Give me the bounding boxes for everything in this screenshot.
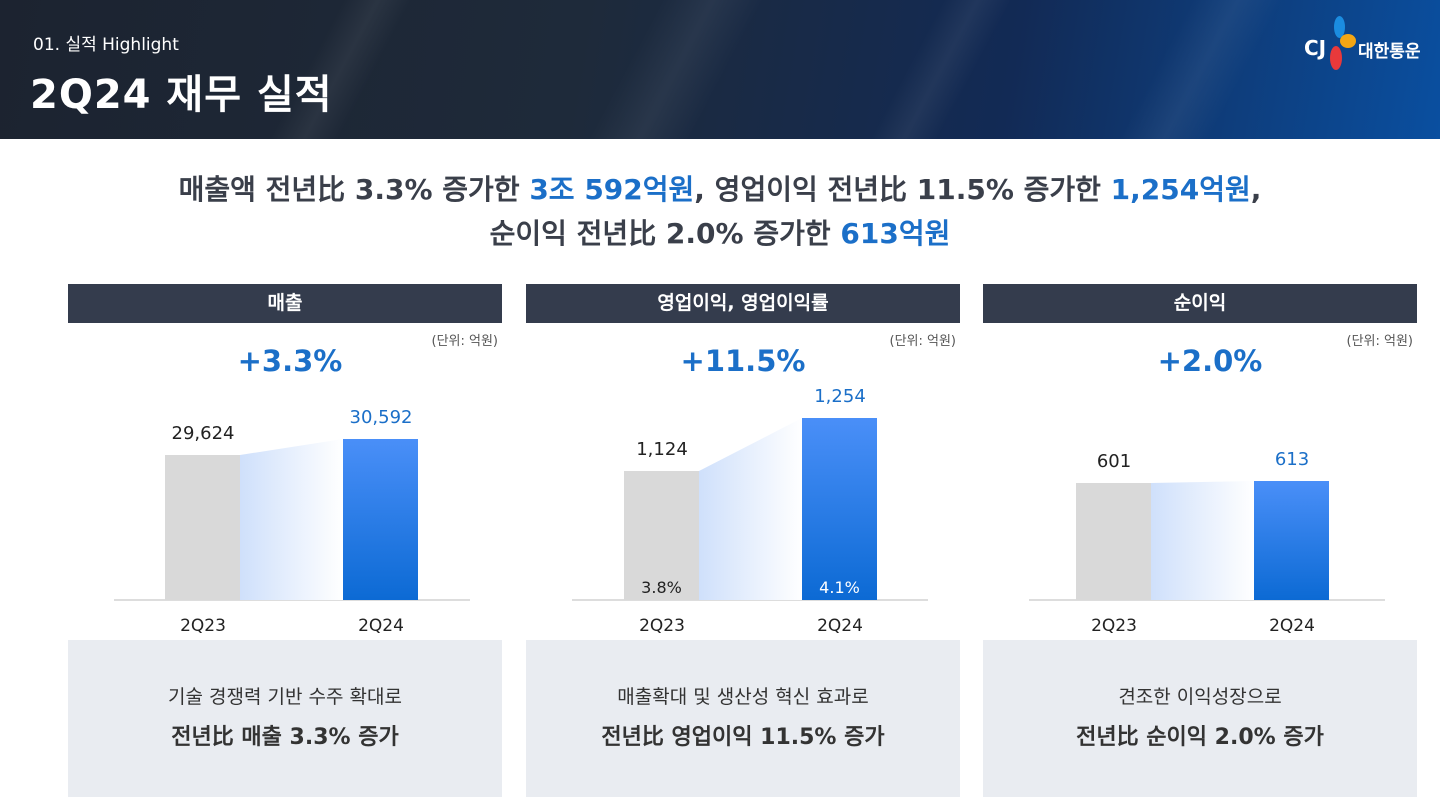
value-label: 601 [1096, 451, 1132, 472]
axis-line [114, 599, 470, 601]
bar-2Q23 [624, 471, 699, 600]
cj-logo: CJ 대한통운 [1296, 16, 1436, 72]
panel-title: 순이익 [983, 284, 1417, 323]
bar-2Q23 [1076, 483, 1151, 600]
margin-label: 3.8% [641, 578, 682, 597]
value-label: 1,124 [636, 439, 688, 460]
summary-segment: 매출액 전년比 3.3% 증가한 [178, 173, 530, 206]
summary-segment: 3조 592억원 [529, 173, 695, 206]
summary-line-2: 순이익 전년比 2.0% 증가한 613억원 [0, 212, 1440, 256]
summary-segment: 순이익 전년比 2.0% 증가한 [489, 217, 841, 250]
category-label: 2Q23 [1091, 616, 1137, 636]
growth-connector [699, 418, 802, 600]
growth-rate: +3.3% [237, 344, 343, 378]
panel-1: 영업이익, 영업이익률 (단위: 억원) +11.5% 1,124 2Q23 3.… [526, 284, 960, 797]
category-label: 2Q24 [1269, 616, 1315, 636]
section-label: 01. 실적 Highlight [33, 35, 179, 55]
value-label: 30,592 [349, 407, 413, 428]
growth-connector [240, 439, 343, 600]
axis-line [1029, 599, 1385, 601]
value-label: 613 [1274, 449, 1310, 470]
axis-line [572, 599, 928, 601]
panel-title: 매출 [68, 284, 502, 323]
value-label: 29,624 [171, 423, 235, 444]
panel-0: 매출 (단위: 억원) +3.3% 29,624 2Q23 30,592 2Q2… [68, 284, 502, 797]
growth-rate: +11.5% [680, 344, 806, 378]
margin-label: 4.1% [819, 578, 860, 597]
description-line-1: 견조한 이익성장으로 [1118, 686, 1282, 708]
summary-segment: , [1250, 173, 1262, 206]
summary-headline: 매출액 전년比 3.3% 증가한 3조 592억원, 영업이익 전년比 11.5… [0, 168, 1440, 256]
description-line-1: 기술 경쟁력 기반 수주 확대로 [168, 686, 402, 708]
logo-text: 대한통운 [1358, 42, 1421, 62]
summary-segment: 613억원 [840, 217, 951, 250]
unit-label: (단위: 억원) [1346, 334, 1414, 349]
panel-title: 영업이익, 영업이익률 [526, 284, 960, 323]
bar-2Q23 [165, 455, 240, 600]
category-label: 2Q23 [639, 616, 685, 636]
summary-line-1: 매출액 전년比 3.3% 증가한 3조 592억원, 영업이익 전년比 11.5… [0, 168, 1440, 212]
category-label: 2Q24 [358, 616, 404, 636]
category-label: 2Q23 [180, 616, 226, 636]
bar-2Q24 [802, 418, 877, 600]
category-label: 2Q24 [817, 616, 863, 636]
unit-label: (단위: 억원) [431, 334, 499, 349]
bar-2Q24 [343, 439, 418, 600]
description-line-2: 전년比 순이익 2.0% 증가 [1076, 725, 1324, 750]
header-banner: 01. 실적 Highlight 2Q24 재무 실적 CJ 대한통운 [0, 0, 1440, 139]
description-line-1: 매출확대 및 생산성 혁신 효과로 [617, 686, 869, 708]
panel-2: 순이익 (단위: 억원) +2.0% 601 2Q23 613 2Q24 견조한 … [983, 284, 1417, 797]
page-title: 2Q24 재무 실적 [30, 72, 333, 118]
growth-connector [1151, 481, 1254, 600]
bar-2Q24 [1254, 481, 1329, 600]
summary-segment: 1,254억원 [1110, 173, 1251, 206]
description-line-2: 전년比 매출 3.3% 증가 [171, 725, 399, 750]
unit-label: (단위: 억원) [889, 334, 957, 349]
summary-segment: , 영업이익 전년比 11.5% 증가한 [694, 173, 1111, 206]
description-line-2: 전년比 영업이익 11.5% 증가 [601, 725, 885, 750]
value-label: 1,254 [814, 386, 866, 407]
growth-rate: +2.0% [1157, 344, 1263, 378]
